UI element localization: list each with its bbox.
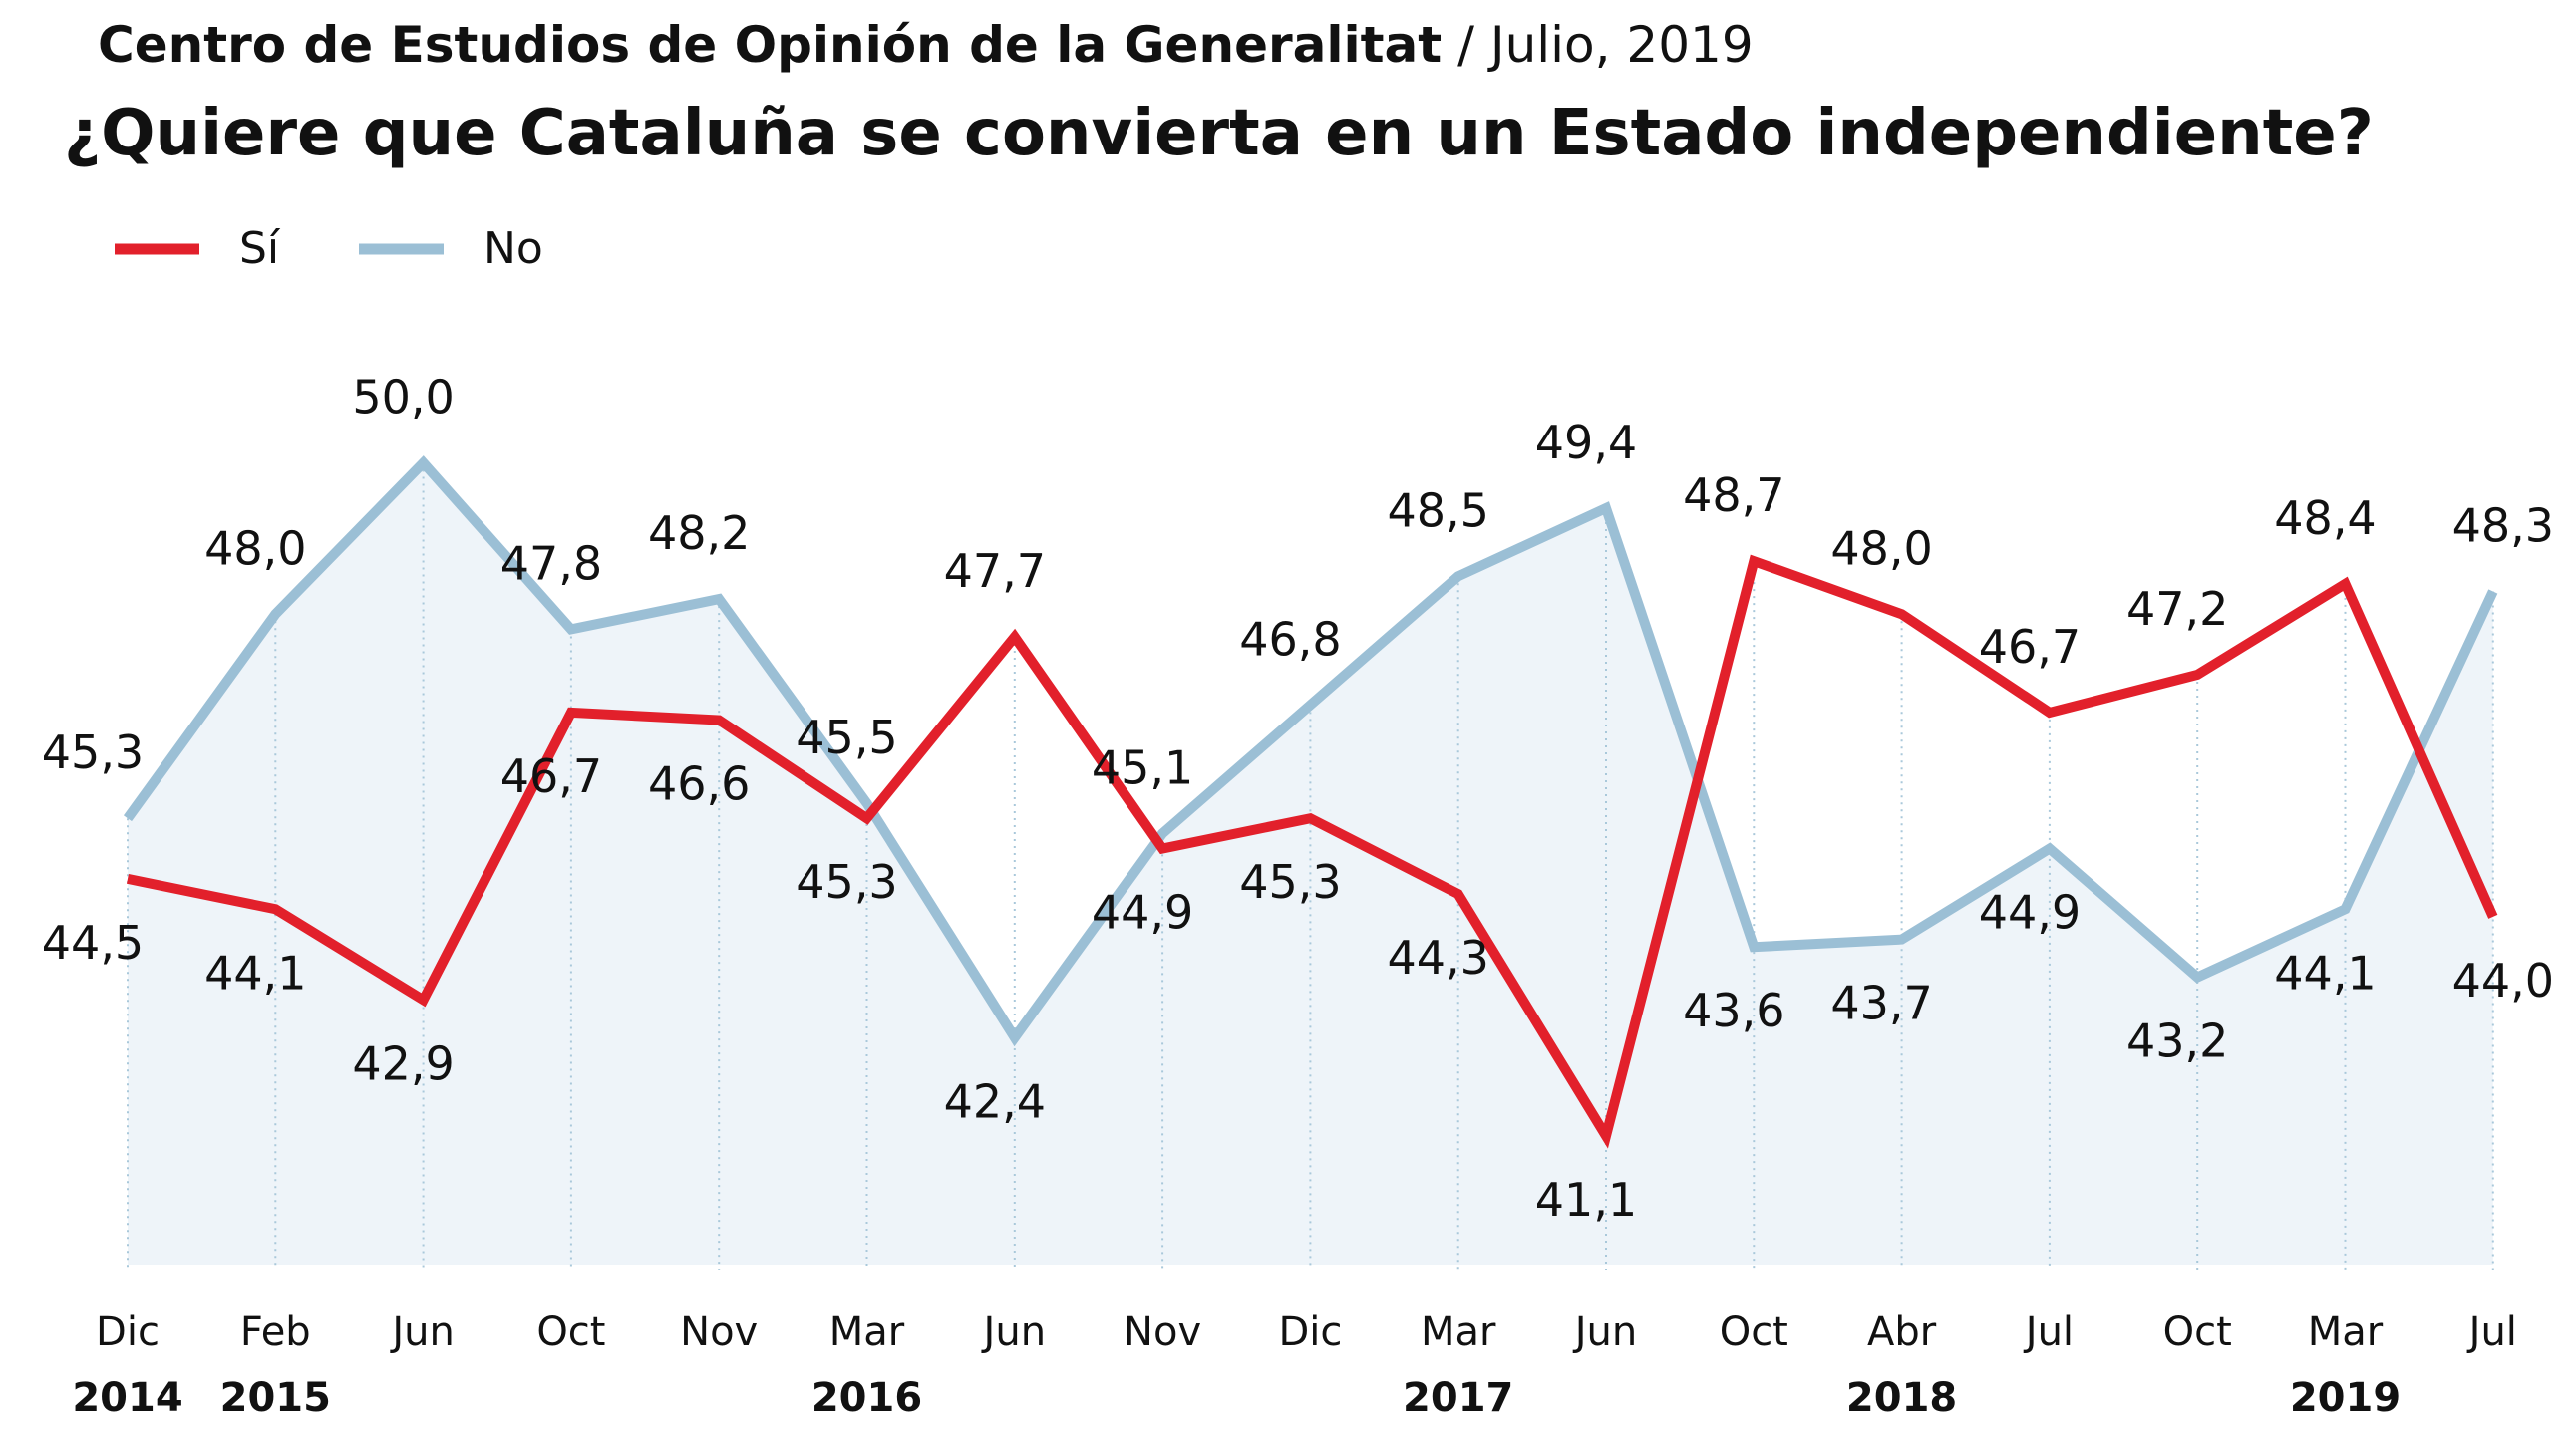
source-text: Centro de Estudios de Opinión de la Gene… — [98, 16, 1442, 74]
data-label-no: 43,6 — [1683, 984, 1784, 1037]
data-label-si: 44,5 — [42, 916, 144, 970]
x-tick-label: Jun — [981, 1309, 1047, 1355]
data-label-si: 46,6 — [648, 757, 750, 811]
legend-label-no: No — [483, 223, 543, 274]
data-label-no: 48,3 — [2452, 498, 2554, 552]
data-label-no: 43,2 — [2126, 1015, 2228, 1068]
data-label-si: 47,2 — [2126, 582, 2228, 636]
data-label-no: 44,1 — [2274, 946, 2376, 1000]
x-year-label: 2015 — [220, 1375, 331, 1421]
x-tick-label: Oct — [1720, 1309, 1788, 1355]
data-label-si: 44,0 — [2452, 954, 2554, 1008]
data-label-no: 45,5 — [796, 711, 897, 764]
x-year-label: 2016 — [811, 1375, 922, 1421]
series-line-si — [126, 554, 2498, 1149]
data-label-si: 45,3 — [796, 855, 897, 909]
plot-area: 44,5 45,3 44,1 48,0 42,9 50,0 46,7 47,8 46,6 48,2… — [42, 370, 2554, 1421]
data-label-si: 48,4 — [2274, 491, 2376, 545]
x-tick-label: Mar — [1421, 1309, 1496, 1355]
x-year-label: 2018 — [1846, 1375, 1957, 1421]
x-tick-label: Jul — [2023, 1309, 2074, 1355]
data-label-si: 44,3 — [1387, 931, 1488, 985]
data-label-si: 48,0 — [1830, 521, 1932, 575]
x-tick-label: Jul — [2466, 1309, 2517, 1355]
data-label-no: 45,1 — [1092, 740, 1193, 794]
data-label-no: 47,8 — [500, 536, 602, 590]
data-label-no: 48,5 — [1387, 483, 1488, 537]
x-year-label: 2017 — [1403, 1375, 1513, 1421]
data-label-no: 48,0 — [204, 521, 306, 575]
series-line-no — [123, 455, 2498, 1047]
x-tick-label: Dic — [1278, 1309, 1342, 1355]
data-label-no: 45,3 — [42, 725, 144, 779]
x-tick-label: Abr — [1867, 1309, 1937, 1355]
x-tick-label: Jun — [389, 1309, 455, 1355]
data-label-si: 45,3 — [1239, 855, 1341, 909]
x-year-label: 2019 — [2290, 1375, 2401, 1421]
data-label-no: 42,4 — [944, 1074, 1046, 1128]
x-tick-label: Nov — [680, 1309, 758, 1355]
legend-label-si: Sí — [239, 223, 281, 274]
chart-source: Centro de Estudios de Opinión de la Gene… — [98, 16, 1754, 74]
data-label-no: 49,4 — [1535, 416, 1637, 469]
data-label-si: 44,1 — [204, 946, 306, 1000]
data-label-no: 44,9 — [1979, 886, 2081, 940]
x-tick-label: Mar — [2308, 1309, 2384, 1355]
data-label-si: 47,7 — [944, 544, 1046, 598]
data-label-no: 48,2 — [648, 506, 750, 560]
data-label-si: 42,9 — [352, 1036, 454, 1090]
date-text: / Julio, 2019 — [1442, 16, 1753, 74]
chart-title: ¿Quiere que Cataluña se convierta en un … — [64, 97, 2374, 170]
data-label-si: 46,7 — [500, 749, 602, 803]
x-tick-label: Dic — [96, 1309, 160, 1355]
data-label-si: 44,9 — [1092, 886, 1193, 940]
data-label-si: 48,7 — [1683, 468, 1784, 522]
data-label-si: 46,7 — [1979, 620, 2081, 674]
x-year-label: 2014 — [72, 1375, 182, 1421]
x-tick-label: Nov — [1124, 1309, 1201, 1355]
data-label-no: 43,7 — [1830, 977, 1932, 1030]
x-tick-label: Oct — [536, 1309, 605, 1355]
x-tick-label: Oct — [2163, 1309, 2232, 1355]
legend: Sí No — [115, 223, 543, 274]
data-label-no: 46,8 — [1239, 612, 1341, 666]
data-label-no: 50,0 — [352, 370, 454, 424]
x-tick-label: Jun — [1572, 1309, 1638, 1355]
data-label-si: 41,1 — [1535, 1173, 1637, 1227]
x-tick-label: Mar — [829, 1309, 905, 1355]
x-tick-label: Feb — [240, 1309, 311, 1355]
